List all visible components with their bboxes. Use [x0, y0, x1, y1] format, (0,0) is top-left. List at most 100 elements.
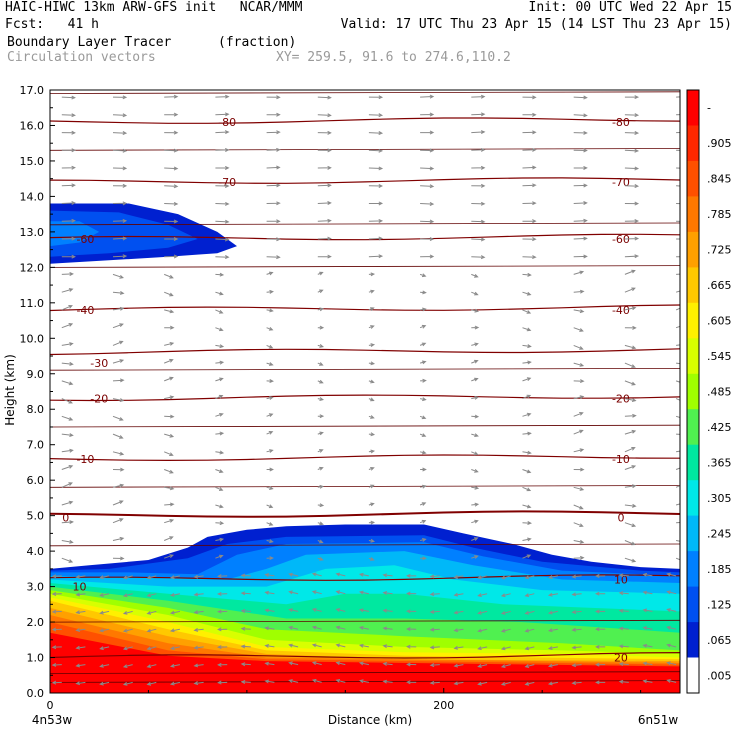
vector-arrow — [500, 610, 511, 615]
vector-arrow — [676, 114, 680, 116]
colorbar-swatch — [687, 302, 699, 339]
colorbar-label: .365 — [707, 456, 732, 469]
vector-arrow — [112, 415, 124, 421]
vector-arrow — [547, 592, 558, 597]
vector-arrow — [112, 131, 128, 136]
vector-arrow — [420, 467, 427, 472]
vector-arrow — [624, 201, 640, 206]
vector-arrow — [471, 433, 479, 437]
vector-arrow — [215, 327, 224, 332]
vector-arrow — [571, 663, 582, 668]
colorbar-swatch — [687, 373, 699, 410]
vector-arrow — [666, 661, 677, 666]
vector-arrow — [335, 679, 346, 683]
vector-arrow — [358, 661, 369, 666]
vector-arrow — [420, 556, 427, 561]
vector-arrow — [169, 575, 181, 580]
vector-arrow — [406, 680, 417, 685]
vector-arrow — [547, 575, 558, 579]
y-tick-label: 9.0 — [27, 368, 45, 381]
vector-arrow — [99, 593, 110, 597]
vector-arrow — [215, 537, 225, 542]
vector-arrow — [522, 165, 537, 170]
vector-arrow — [169, 681, 181, 686]
vector-arrow — [99, 681, 110, 686]
upper-tracer-band-1 — [50, 210, 198, 257]
vector-arrow — [266, 255, 281, 260]
vector-arrow — [429, 627, 440, 632]
vector-arrow — [146, 681, 157, 686]
colorbar-label: .485 — [707, 386, 732, 399]
vector-arrow — [419, 538, 427, 542]
vector-arrow — [547, 663, 558, 668]
vector-arrow — [164, 309, 175, 314]
colorbar-frame — [686, 89, 700, 694]
vector-arrow — [266, 165, 281, 170]
vector-arrow — [419, 484, 427, 489]
vector-arrow — [522, 183, 537, 188]
vector-arrow — [524, 628, 535, 633]
vector-arrow — [112, 451, 125, 456]
colorbar-label: .305 — [707, 492, 732, 505]
vector-arrow — [215, 219, 230, 224]
vector-arrow — [164, 519, 175, 524]
vector-arrow — [288, 608, 299, 612]
vector-arrow — [573, 289, 585, 294]
vector-arrow — [500, 664, 511, 668]
vector-arrow — [573, 201, 588, 206]
vector-arrow — [368, 113, 384, 118]
vector-arrow — [164, 184, 179, 189]
x-tick-label: 0 — [47, 699, 54, 712]
vector-arrow — [368, 397, 375, 402]
vector-arrow — [358, 590, 369, 595]
colorbar-swatch — [687, 444, 699, 481]
vector-arrow — [266, 326, 274, 331]
vector-arrow — [524, 593, 535, 597]
vector-arrow — [500, 575, 511, 580]
vector-arrow — [164, 325, 175, 330]
vector-arrow — [266, 147, 281, 152]
vector-arrow — [112, 556, 125, 561]
vector-arrow — [164, 451, 174, 456]
vector-arrow — [571, 610, 582, 614]
vector-arrow — [524, 575, 535, 580]
vector-arrow — [624, 219, 640, 224]
vector-arrow — [368, 484, 375, 489]
vector-arrow — [675, 398, 680, 401]
vector-arrow — [419, 519, 427, 524]
isotherm-label: 10 — [73, 581, 87, 594]
vector-arrow — [382, 661, 393, 666]
vector-arrow — [368, 131, 384, 135]
vector-arrow — [624, 429, 637, 435]
vector-arrow — [335, 643, 346, 648]
vector-arrow — [571, 592, 582, 597]
vector-arrow — [624, 325, 637, 330]
vector-arrow — [382, 591, 393, 595]
vector-arrow — [122, 664, 133, 668]
x-end-label-left: 4n53w — [32, 713, 73, 727]
vector-arrow — [471, 237, 486, 242]
vector-arrow — [215, 504, 224, 509]
vector-arrow — [676, 450, 680, 453]
vector-arrow — [522, 394, 532, 400]
vector-arrow — [75, 610, 86, 615]
vector-arrow — [624, 184, 640, 189]
vector-arrow — [522, 130, 537, 135]
vector-arrow — [215, 291, 224, 296]
vector-arrow — [368, 343, 376, 348]
field-units: (fraction) — [218, 35, 297, 50]
vector-arrow — [676, 256, 680, 258]
vector-arrow — [618, 591, 629, 596]
vector-arrow — [471, 519, 479, 524]
vector-arrow — [61, 254, 76, 259]
colorbar-swatch — [687, 160, 699, 197]
vector-arrow — [61, 95, 76, 100]
vector-arrow — [471, 130, 486, 135]
vector-arrow — [288, 643, 299, 648]
vector-arrow — [624, 148, 640, 153]
vector-arrow — [368, 272, 376, 277]
vector-arrow — [522, 201, 537, 206]
vector-arrow — [368, 520, 376, 525]
vector-arrow — [420, 397, 427, 402]
vector-arrow — [99, 646, 110, 651]
